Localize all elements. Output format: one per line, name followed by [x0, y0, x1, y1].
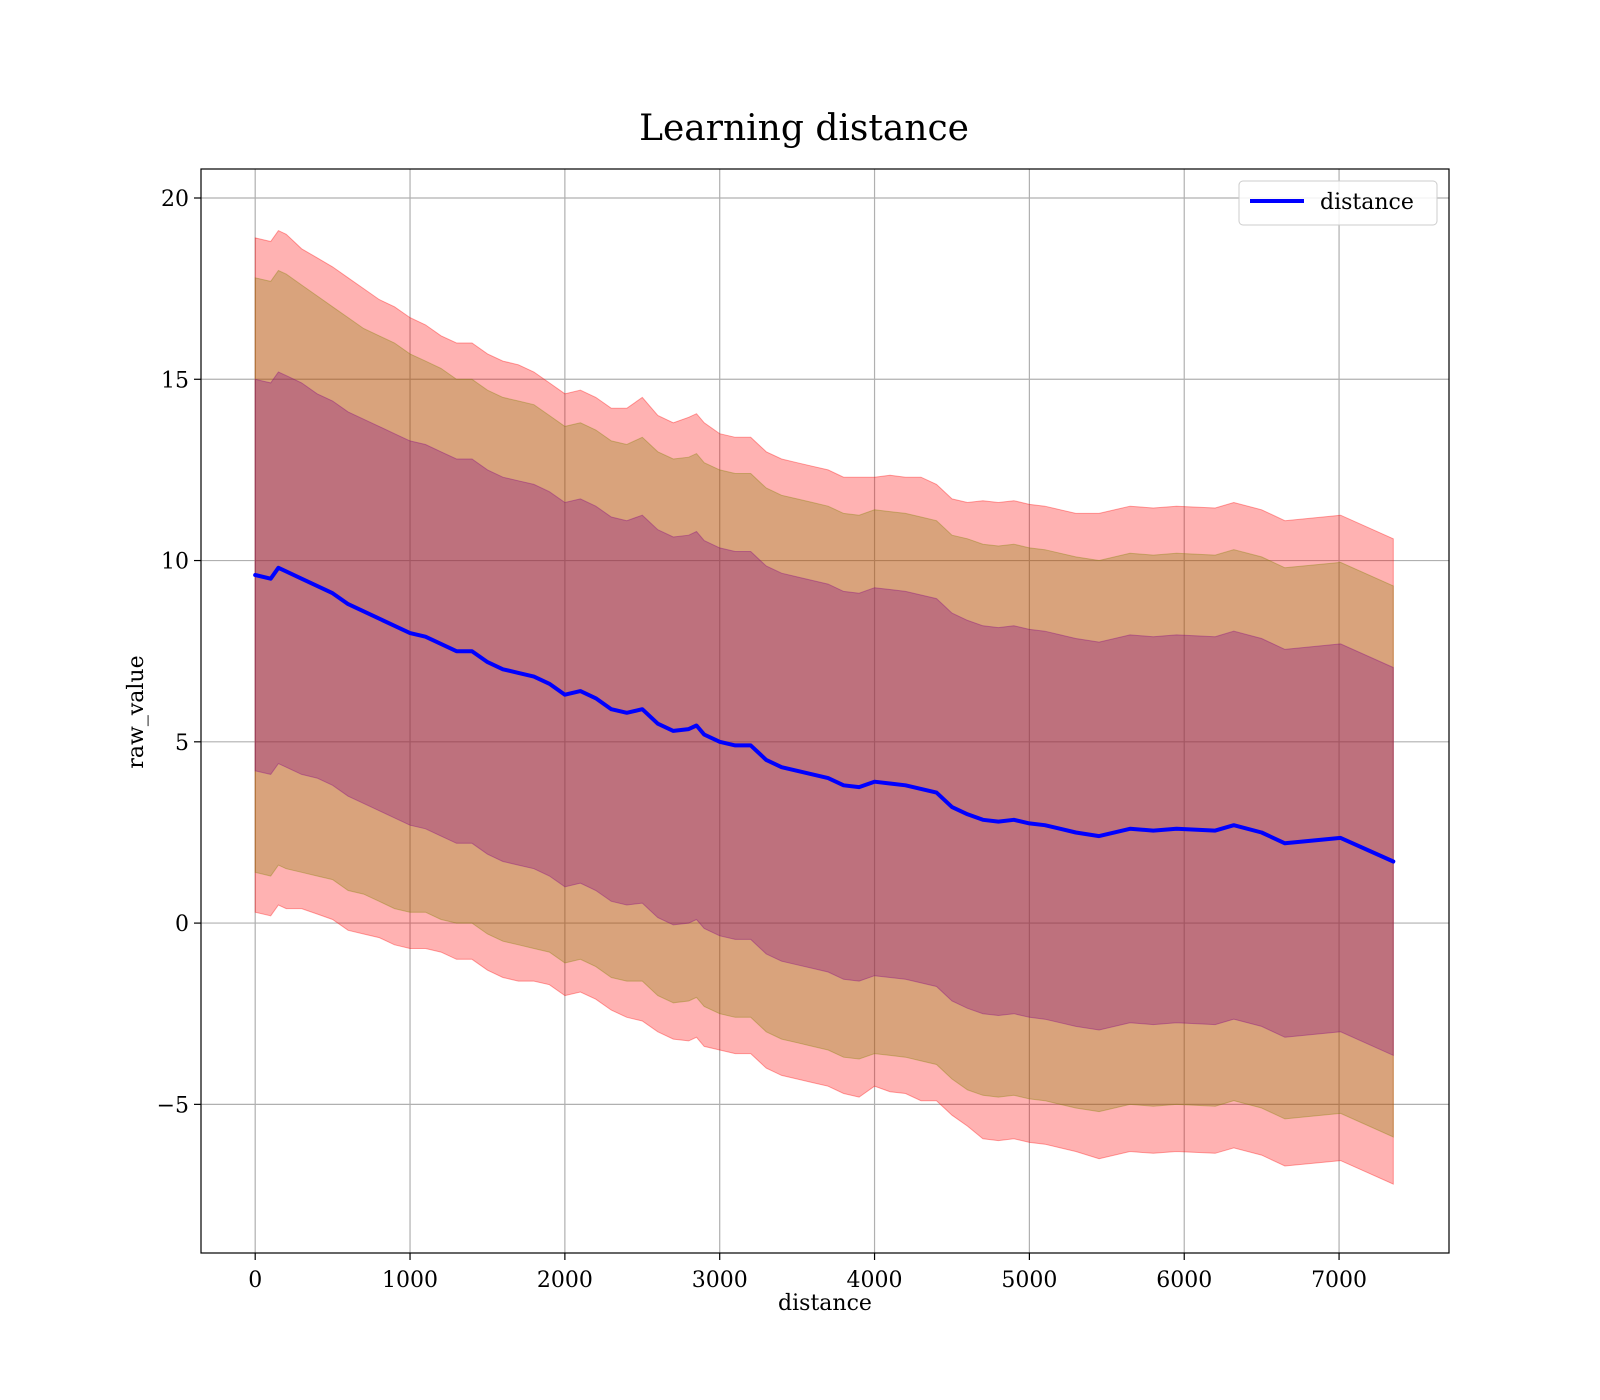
plot-frame [200, 168, 1450, 1254]
line-layer [253, 565, 1396, 864]
chart-title: Learning distance [639, 108, 969, 149]
legend: distance [1238, 180, 1438, 226]
x-tick-label-0: 0 [248, 1268, 262, 1293]
confidence-band-2sigma [254, 269, 1394, 1138]
legend-label-distance: distance [1320, 190, 1414, 215]
y-tick-label-1: 0 [175, 912, 189, 937]
legend-box [1238, 180, 1438, 226]
x-tick-label-1: 1000 [382, 1268, 438, 1293]
x-tick-label-7: 7000 [1311, 1268, 1367, 1293]
y-axis-ticks: −5 0 5 10 15 20 [157, 187, 201, 1118]
y-tick-label-5: 20 [161, 187, 189, 212]
y-tick-label-0: −5 [157, 1093, 189, 1118]
x-axis-ticks: 0 1000 2000 3000 4000 5000 6000 7000 [248, 1253, 1367, 1293]
x-axis-label: distance [778, 1291, 872, 1316]
band-layer [254, 229, 1394, 1185]
series-line-distance [253, 565, 1396, 864]
x-tick-label-5: 5000 [1001, 1268, 1057, 1293]
y-tick-label-2: 5 [175, 731, 189, 756]
grid-layer [201, 169, 1449, 1253]
confidence-band-1sigma [254, 371, 1394, 1057]
confidence-band-3sigma [254, 229, 1394, 1185]
y-axis-label: raw_value [124, 655, 149, 768]
y-tick-label-4: 15 [161, 368, 189, 393]
y-tick-label-3: 10 [161, 550, 189, 575]
x-tick-label-6: 6000 [1156, 1268, 1212, 1293]
x-tick-label-4: 4000 [847, 1268, 903, 1293]
x-tick-label-3: 3000 [692, 1268, 748, 1293]
x-tick-label-2: 2000 [537, 1268, 593, 1293]
